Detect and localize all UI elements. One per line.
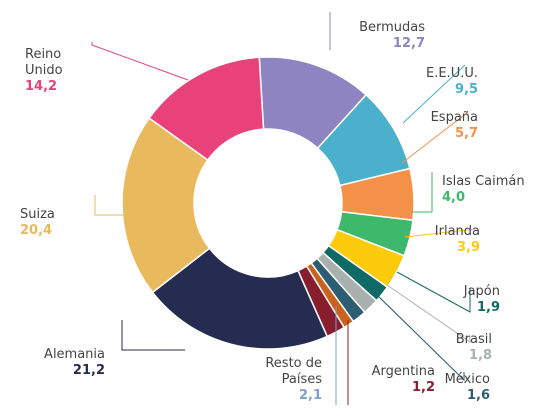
leader-line [94, 195, 125, 216]
slice-label: Islas Caimán 4,0 [442, 174, 542, 206]
value-label: 4,0 [442, 190, 466, 205]
slice-label: Resto de Países 2,1 [252, 356, 322, 404]
value-label: 1,6 [466, 388, 490, 403]
category-name: Bermudas [359, 20, 425, 35]
value-label: 21,2 [72, 363, 105, 378]
donut-slice [148, 56, 265, 162]
slice-label: México 1,6 [420, 372, 490, 404]
category-name: México [444, 372, 490, 387]
category-name: Japón [463, 284, 500, 299]
slice-label: Argentina 1,2 [350, 364, 435, 396]
value-label: 1,9 [476, 300, 500, 315]
value-label: 12,7 [392, 36, 425, 51]
donut-slice [151, 247, 329, 350]
value-label: 1,8 [468, 348, 492, 363]
slice-label: E.E.U.U. 9,5 [400, 66, 478, 98]
category-name: Suiza [20, 207, 55, 222]
category-name: E.E.U.U. [426, 66, 478, 81]
slice-label: Irlanda 3,9 [400, 224, 480, 256]
slice-label: España 5,7 [400, 110, 478, 142]
slice-label: Reino Unido 14,2 [25, 47, 90, 95]
value-label: 5,7 [454, 126, 478, 141]
category-name: Brasil [455, 332, 492, 347]
leader-line [404, 228, 477, 238]
leader-line [412, 172, 433, 213]
leader-line [386, 284, 471, 343]
value-label: 1,2 [411, 380, 435, 395]
donut-slice [121, 117, 211, 294]
slice-label: Bermudas 12,7 [330, 20, 425, 52]
category-name: Irlanda [434, 224, 480, 239]
category-name: Alemania [44, 347, 105, 362]
slice-label: Brasil 1,8 [420, 332, 492, 364]
slice-label: Japón 1,9 [420, 284, 500, 316]
category-name: Islas Caimán [442, 174, 525, 189]
value-label: 2,1 [298, 388, 322, 403]
leader-line [401, 111, 469, 164]
category-name: Resto de Países [265, 356, 322, 387]
leader-line [91, 42, 189, 81]
category-name: Reino Unido [25, 47, 63, 78]
value-label: 20,4 [20, 223, 53, 238]
leader-line [396, 271, 471, 313]
category-name: España [430, 110, 478, 125]
value-label: 14,2 [25, 79, 58, 94]
value-label: 9,5 [454, 82, 478, 97]
leader-line [375, 293, 465, 382]
category-name: Argentina [371, 364, 435, 379]
leader-line [402, 64, 466, 124]
slice-label: Suiza 20,4 [20, 207, 120, 239]
leader-line [121, 320, 185, 351]
slice-label: Alemania 21,2 [10, 347, 105, 379]
value-label: 3,9 [456, 240, 480, 255]
